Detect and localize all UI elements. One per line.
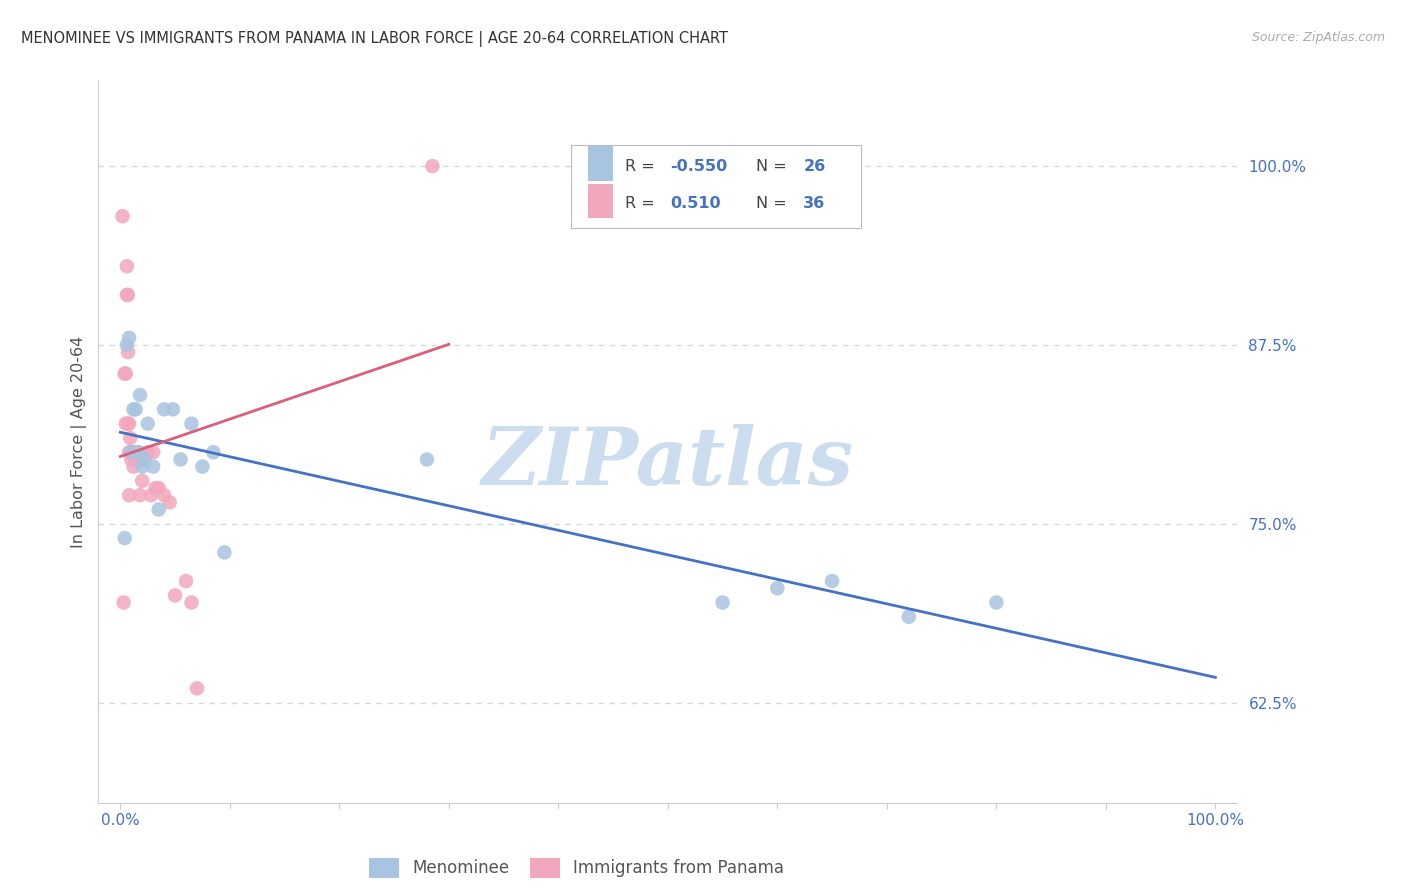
Point <box>422 159 444 173</box>
Text: R =: R = <box>624 159 659 174</box>
Text: 0.510: 0.510 <box>671 196 721 211</box>
Point <box>118 488 141 502</box>
Point <box>153 488 176 502</box>
Point <box>129 388 152 402</box>
Point <box>186 681 208 696</box>
Text: MENOMINEE VS IMMIGRANTS FROM PANAMA IN LABOR FORCE | AGE 20-64 CORRELATION CHART: MENOMINEE VS IMMIGRANTS FROM PANAMA IN L… <box>21 31 728 47</box>
Point <box>122 459 145 474</box>
Point <box>142 459 165 474</box>
Y-axis label: In Labor Force | Age 20-64: In Labor Force | Age 20-64 <box>72 335 87 548</box>
Point <box>148 502 170 516</box>
Point <box>121 445 143 459</box>
Point <box>169 452 191 467</box>
Point <box>986 595 1008 609</box>
Point <box>174 574 197 588</box>
Point <box>153 402 176 417</box>
Point <box>114 367 136 381</box>
Point <box>134 452 156 467</box>
Text: R =: R = <box>624 196 665 211</box>
Text: N =: N = <box>755 159 792 174</box>
Text: Source: ZipAtlas.com: Source: ZipAtlas.com <box>1251 31 1385 45</box>
Point <box>117 417 139 431</box>
Point <box>136 445 159 459</box>
Point <box>191 459 214 474</box>
Point <box>821 574 844 588</box>
Point <box>139 488 162 502</box>
Text: 36: 36 <box>803 196 825 211</box>
Point <box>114 531 136 545</box>
Point <box>127 445 149 459</box>
Point <box>124 402 146 417</box>
FancyBboxPatch shape <box>571 145 862 228</box>
Point <box>114 367 136 381</box>
Point <box>180 417 202 431</box>
Point <box>112 595 135 609</box>
Point <box>214 545 236 559</box>
Point <box>120 445 142 459</box>
Point <box>134 452 156 467</box>
Point <box>120 445 142 459</box>
Point <box>120 452 142 467</box>
Point <box>711 595 734 609</box>
Point <box>122 402 145 417</box>
Point <box>897 609 920 624</box>
Point <box>114 417 136 431</box>
Point <box>118 417 141 431</box>
Bar <box>588 146 613 181</box>
Point <box>766 581 789 595</box>
Legend: Menominee, Immigrants from Panama: Menominee, Immigrants from Panama <box>370 858 785 878</box>
Point <box>125 445 148 459</box>
Point <box>115 338 138 352</box>
Text: 26: 26 <box>803 159 825 174</box>
Point <box>136 417 159 431</box>
Point <box>148 481 170 495</box>
Point <box>202 445 225 459</box>
Point <box>131 474 153 488</box>
Point <box>124 445 146 459</box>
Text: -0.550: -0.550 <box>671 159 727 174</box>
Point <box>118 445 141 459</box>
Point <box>162 402 184 417</box>
Point <box>165 588 187 602</box>
Point <box>115 288 138 302</box>
Point <box>128 445 150 459</box>
Point <box>111 209 134 223</box>
Point <box>180 595 202 609</box>
Point <box>117 288 139 302</box>
Point <box>142 445 165 459</box>
Point <box>118 331 141 345</box>
Point <box>131 459 153 474</box>
Point <box>117 345 139 359</box>
Text: N =: N = <box>755 196 792 211</box>
Point <box>115 260 138 274</box>
Point <box>159 495 181 509</box>
Text: ZIPatlas: ZIPatlas <box>482 425 853 502</box>
Point <box>145 481 167 495</box>
Point <box>416 452 439 467</box>
Point <box>129 488 152 502</box>
Bar <box>588 184 613 219</box>
Point <box>120 431 142 445</box>
